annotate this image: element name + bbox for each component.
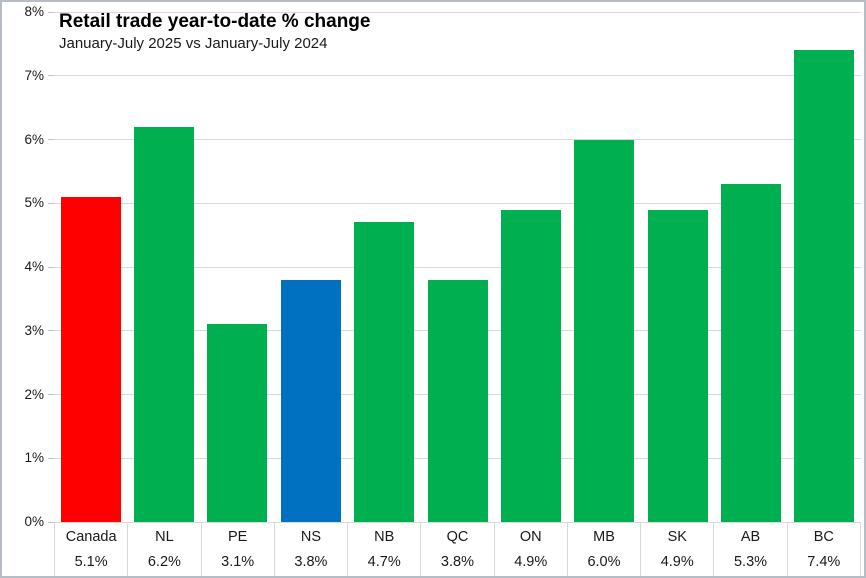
x-category-label: QC [446, 529, 469, 545]
bar-ab [720, 184, 781, 522]
category-cell: BC 7.4% [788, 522, 861, 576]
y-tick-label: 8% [24, 4, 44, 19]
y-tick-label: 6% [24, 131, 44, 147]
x-value-label: 3.8% [440, 554, 474, 570]
x-axis-labels: Canada 5.1% NL 6.2% PE 3.1% NS 3.8% NB 4.7% QC 3.8%… [54, 522, 861, 576]
bar-bc [794, 50, 855, 522]
x-category-label: ON [519, 529, 542, 545]
y-tick-label: 7% [24, 67, 44, 83]
bar-qc [427, 279, 488, 522]
category-cell: SK 4.9% [641, 522, 715, 576]
x-value-label: 3.1% [221, 554, 255, 570]
bar-ns [280, 279, 341, 522]
bar-canada [60, 196, 121, 522]
category-cell: Canada 5.1% [54, 522, 129, 576]
x-category-label: NL [155, 529, 174, 545]
bar-mb [574, 139, 635, 522]
category-cell: MB 6.0% [568, 522, 642, 576]
y-axis-tick-mark [48, 11, 54, 13]
category-cell: PE 3.1% [202, 522, 275, 576]
y-tick-label: 0% [24, 514, 44, 529]
x-category-label: NS [300, 529, 321, 545]
chart-title: Retail trade year-to-date % change [59, 11, 371, 32]
category-cell: ON 4.9% [495, 522, 568, 576]
category-cell: QC 3.8% [421, 522, 495, 576]
y-axis-tick-mark [48, 521, 54, 523]
x-value-label: 6.0% [587, 554, 621, 570]
x-value-label: 5.1% [74, 554, 108, 570]
category-cell: NS 3.8% [275, 522, 349, 576]
x-category-label: AB [740, 529, 761, 545]
x-category-label: SK [667, 529, 687, 545]
x-value-label: 3.8% [294, 554, 328, 570]
x-category-label: BC [813, 529, 834, 545]
gridline [54, 11, 861, 13]
y-axis-tick-mark [48, 139, 54, 140]
category-cell: NB 4.7% [348, 522, 422, 576]
y-axis-tick-mark [48, 457, 54, 459]
bar-nl [134, 126, 195, 522]
y-tick-label: 5% [24, 195, 44, 211]
plot-area [54, 12, 861, 522]
gridline [54, 521, 861, 523]
bar-pe [207, 324, 268, 522]
y-axis-tick-mark [48, 75, 54, 77]
x-value-label: 4.9% [660, 554, 694, 570]
y-axis-tick-mark [48, 266, 54, 268]
y-tick-label: 3% [24, 322, 44, 338]
x-value-label: 7.4% [807, 554, 841, 570]
x-category-label: MB [593, 529, 615, 545]
x-value-label: 4.7% [367, 554, 401, 570]
bar-nb [354, 222, 415, 522]
y-tick-label: 4% [24, 259, 44, 274]
bar-on [500, 209, 561, 522]
chart-subtitle: January-July 2025 vs January-July 2024 [59, 35, 328, 52]
y-axis-tick-mark [48, 330, 54, 332]
category-cell: AB 5.3% [714, 522, 788, 576]
gridline [54, 202, 861, 204]
x-category-label: NB [374, 529, 395, 545]
y-axis-tick-mark [48, 394, 54, 395]
chart-header: Retail trade year-to-date % change Janua… [59, 9, 370, 53]
gridline [54, 266, 861, 268]
y-tick-label: 2% [24, 386, 44, 402]
x-value-label: 5.3% [733, 554, 768, 570]
bar-sk [647, 209, 708, 522]
gridline [54, 75, 861, 77]
category-cell: NL 6.2% [128, 522, 202, 576]
gridline [54, 139, 861, 140]
x-category-label: Canada [65, 529, 117, 545]
x-value-label: 4.9% [514, 554, 548, 570]
x-value-label: 6.2% [147, 554, 181, 570]
y-tick-label: 1% [24, 450, 44, 466]
x-category-label: PE [227, 529, 248, 545]
y-axis-tick-mark [48, 202, 54, 204]
